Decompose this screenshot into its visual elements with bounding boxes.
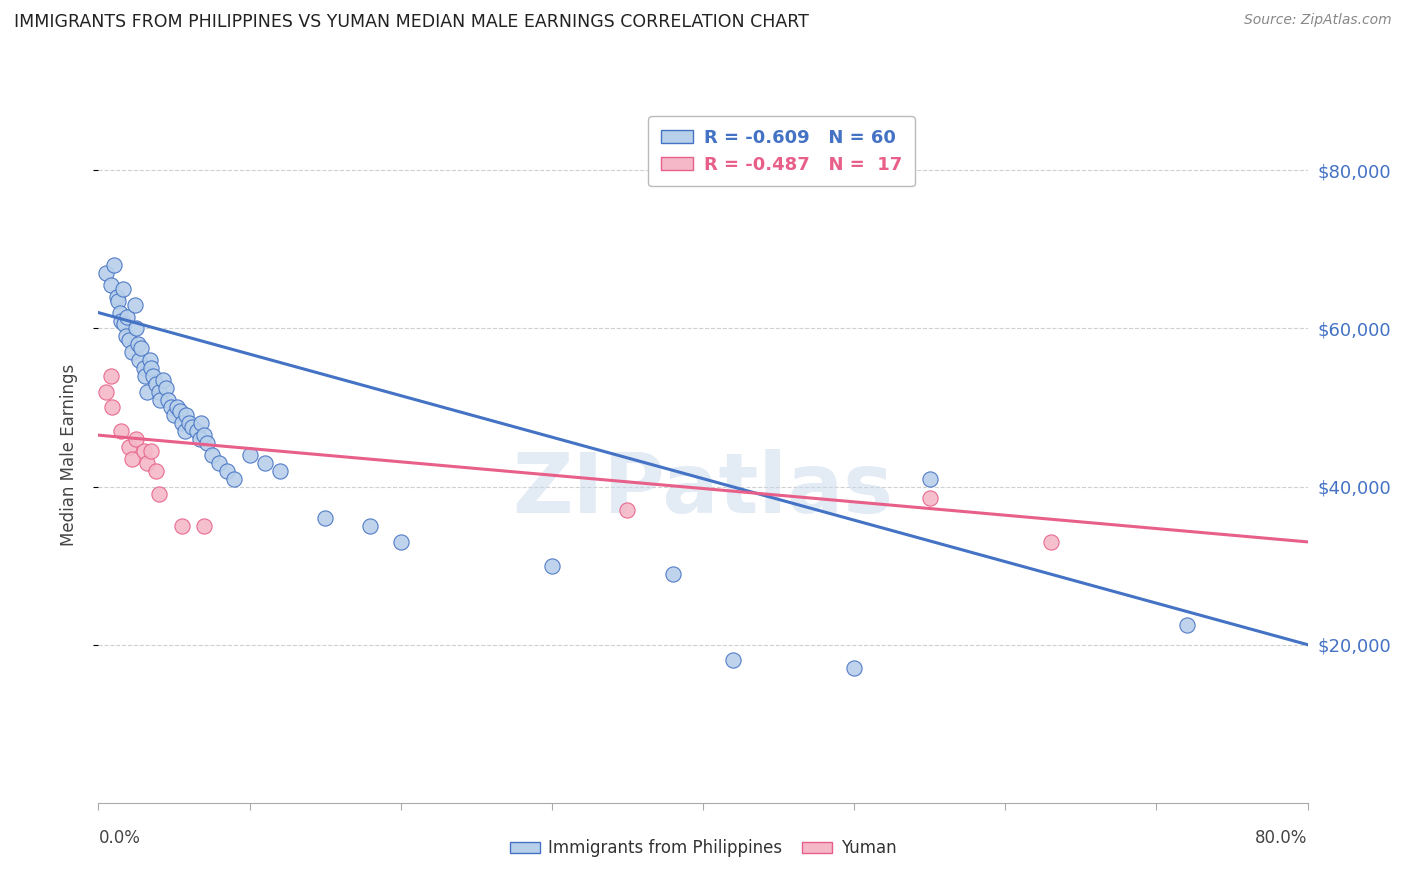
Point [142, 368, 165, 383]
Text: Source: ZipAtlas.com: Source: ZipAtlas.com [1244, 13, 1392, 28]
Point [118, 440, 141, 454]
Point [190, 417, 212, 431]
Point [110, 424, 132, 438]
Point [118, 333, 141, 347]
Point [239, 448, 262, 462]
Point [169, 404, 191, 418]
Point [121, 345, 143, 359]
Point [125, 321, 148, 335]
Point [160, 401, 183, 415]
Point [616, 503, 638, 517]
Point [114, 329, 136, 343]
Point [208, 456, 231, 470]
Point [121, 451, 143, 466]
Point [125, 432, 148, 446]
Point [193, 519, 215, 533]
Point [112, 318, 135, 332]
Point [128, 353, 150, 368]
Point [253, 456, 276, 470]
Point [94, 266, 117, 280]
Point [540, 558, 562, 573]
Point [101, 401, 124, 415]
Point [124, 298, 146, 312]
Point [141, 361, 163, 376]
Point [918, 472, 941, 486]
Point [100, 277, 122, 292]
Point [156, 392, 179, 407]
Point [148, 384, 170, 399]
Point [110, 313, 132, 327]
Point [1175, 618, 1198, 632]
Point [145, 376, 167, 391]
Point [107, 293, 129, 308]
Point [111, 282, 134, 296]
Point [94, 384, 117, 399]
Point [166, 401, 188, 415]
Point [103, 258, 125, 272]
Point [195, 436, 218, 450]
Text: IMMIGRANTS FROM PHILIPPINES VS YUMAN MEDIAN MALE EARNINGS CORRELATION CHART: IMMIGRANTS FROM PHILIPPINES VS YUMAN MED… [14, 13, 808, 31]
Point [170, 519, 193, 533]
Point [188, 432, 211, 446]
Point [201, 448, 224, 462]
Point [115, 310, 138, 324]
Point [134, 368, 156, 383]
Point [141, 444, 163, 458]
Text: ZIPatlas: ZIPatlas [513, 450, 893, 530]
Point [127, 337, 149, 351]
Point [215, 464, 238, 478]
Point [174, 409, 197, 423]
Point [105, 290, 128, 304]
Point [132, 444, 155, 458]
Point [100, 368, 122, 383]
Point [181, 420, 204, 434]
Y-axis label: Median Male Earnings: Median Male Earnings [59, 364, 77, 546]
Point [135, 456, 157, 470]
Point [360, 519, 382, 533]
Point [723, 653, 745, 667]
Point [148, 487, 170, 501]
Point [186, 424, 208, 438]
Point [314, 511, 336, 525]
Text: 80.0%: 80.0% [1256, 829, 1308, 847]
Point [149, 392, 172, 407]
Point [193, 428, 215, 442]
Point [844, 661, 866, 675]
Point [389, 535, 412, 549]
Point [135, 384, 157, 399]
Point [152, 373, 174, 387]
Point [173, 424, 195, 438]
Point [1039, 535, 1062, 549]
Point [224, 472, 246, 486]
Point [662, 566, 685, 581]
Point [145, 464, 167, 478]
Point [155, 381, 177, 395]
Point [918, 491, 941, 506]
Point [269, 464, 291, 478]
Point [108, 305, 131, 319]
Point [179, 417, 201, 431]
Point [139, 353, 162, 368]
Legend: Immigrants from Philippines, Yuman: Immigrants from Philippines, Yuman [503, 833, 903, 864]
Point [129, 341, 152, 355]
Point [170, 417, 193, 431]
Text: 0.0%: 0.0% [98, 829, 141, 847]
Point [163, 409, 186, 423]
Point [132, 361, 155, 376]
